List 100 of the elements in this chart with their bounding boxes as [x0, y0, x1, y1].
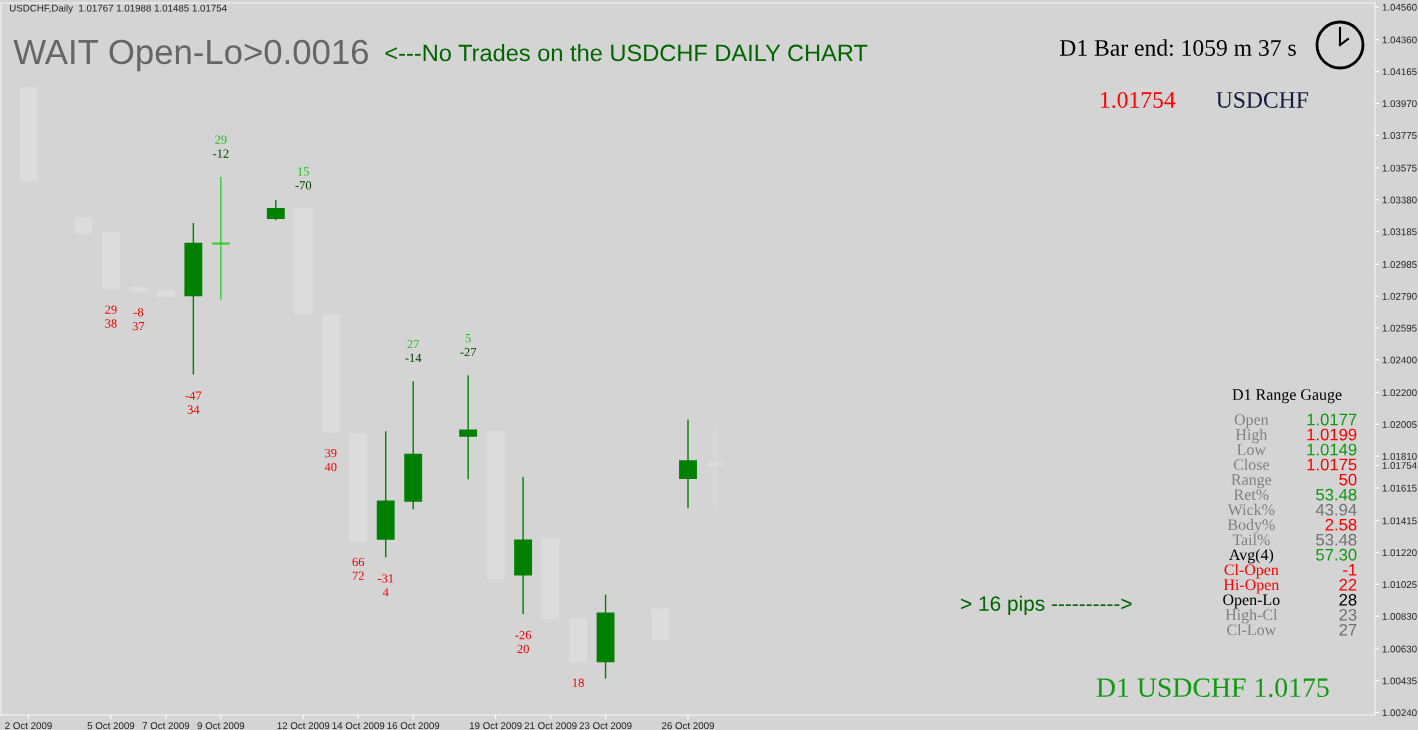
annotation: 23	[1339, 608, 1357, 621]
annotation: -12	[212, 149, 229, 158]
y-tick-label: 1.02595	[1382, 324, 1417, 332]
annotation: Low	[1237, 444, 1266, 455]
annotation: Range	[1231, 474, 1272, 489]
annotation: -31	[377, 574, 394, 583]
annotation: 1.0175	[1307, 458, 1357, 471]
y-tick-label: 1.00240	[1382, 709, 1417, 717]
annotation: Hi-Open	[1223, 579, 1280, 594]
annotation: USDCHF	[1216, 92, 1309, 108]
annotation: 28	[1339, 593, 1357, 606]
x-tick-label: 12 Oct 2009	[277, 722, 330, 730]
annotation: -70	[295, 181, 312, 190]
y-tick-label: 1.02200	[1382, 389, 1417, 397]
annotation: 15	[298, 167, 310, 176]
annotation: 4	[382, 588, 389, 597]
x-tick-label: 9 Oct 2009	[197, 722, 245, 730]
annotation: D1 Range Gauge	[1232, 389, 1342, 404]
y-tick-label: 1.01810	[1382, 452, 1417, 460]
annotation: 57.30	[1316, 548, 1357, 561]
annotation: Close	[1233, 458, 1269, 471]
annotation: -8	[133, 307, 144, 317]
annotation: 2.58	[1325, 518, 1357, 531]
x-tick-label: 19 Oct 2009	[469, 722, 522, 730]
y-tick-label: 1.03380	[1382, 196, 1417, 204]
annotation: 66	[352, 557, 365, 567]
x-tick-label: 14 Oct 2009	[332, 722, 385, 730]
annotation: 34	[187, 405, 200, 414]
y-tick-label: 1.03185	[1382, 228, 1417, 236]
annotation: Open-Lo	[1223, 594, 1280, 609]
annotation: 27	[407, 339, 420, 349]
y-tick-label: 1.00435	[1382, 677, 1417, 685]
annotation: 1.0177	[1307, 413, 1357, 426]
candlestick	[211, 176, 230, 301]
x-tick-label: 7 Oct 2009	[142, 722, 190, 730]
candlestick	[266, 199, 285, 221]
annotation: 1.0199	[1307, 428, 1357, 441]
annotation: 50	[1339, 473, 1357, 486]
annotation: 29	[105, 305, 117, 314]
annotation: Cl-Open	[1224, 563, 1279, 579]
y-tick-label: 1.01025	[1382, 581, 1417, 588]
annotation: -14	[405, 353, 422, 362]
annotation: 18	[572, 678, 584, 687]
y-tick-label: 1.01754	[1382, 462, 1417, 469]
candlestick	[679, 418, 697, 509]
x-tick-label: 16 Oct 2009	[387, 722, 440, 730]
annotation: 43.94	[1315, 503, 1357, 516]
annotation: 1.0149	[1307, 443, 1357, 456]
y-tick-label: 1.03775	[1382, 132, 1417, 139]
annotation: -47	[185, 391, 202, 400]
annotation: Open	[1234, 414, 1269, 429]
y-tick-label: 1.02400	[1382, 356, 1417, 364]
y-tick-label: 1.04360	[1382, 36, 1417, 44]
y-tick-label: 1.02790	[1382, 292, 1417, 300]
annotation: 20	[517, 644, 529, 654]
annotation: 27	[1339, 623, 1357, 636]
annotation: 5	[465, 334, 471, 343]
annotation: Wick%	[1227, 503, 1275, 516]
x-tick-label: 21 Oct 2009	[524, 722, 577, 730]
annotation: 1.01754	[1101, 91, 1176, 108]
y-tick-label: 1.01415	[1382, 517, 1417, 525]
x-tick-label: 23 Oct 2009	[579, 722, 632, 730]
annotation: 29	[215, 135, 227, 144]
annotation: 39	[325, 448, 337, 458]
y-tick-label: 1.03575	[1382, 164, 1417, 172]
y-tick-label: 1.02985	[1382, 261, 1417, 268]
annotation: -26	[515, 630, 532, 640]
x-tick-label: 5 Oct 2009	[87, 722, 135, 730]
y-tick-label: 1.00830	[1382, 612, 1417, 620]
annotation: -1	[1343, 564, 1357, 576]
annotation: 72	[352, 571, 364, 580]
annotation: Cl-Low	[1227, 624, 1277, 636]
annotation: Body%	[1227, 518, 1275, 534]
annotation: <---No Trades on the USDCHF DAILY CHART	[385, 43, 868, 62]
candlestick	[459, 374, 478, 481]
y-tick-label: 1.01220	[1382, 549, 1417, 557]
annotation: 22	[1339, 578, 1357, 591]
annotation: High-Cl	[1225, 608, 1278, 624]
y-tick-label: 1.01615	[1382, 484, 1417, 492]
annotation: 38	[105, 319, 117, 328]
chart-title: USDCHF,Daily 1.01767 1.01988 1.01485 1.01754	[9, 4, 227, 14]
annotation: > 16 pips ---------->	[961, 595, 1132, 616]
annotation: Tail%	[1232, 533, 1270, 546]
annotation: D1 USDCHF 1.0175	[1096, 678, 1329, 698]
annotation: D1 Bar end: 1059 m 37 s	[1059, 39, 1296, 57]
y-tick-label: 1.04560	[1382, 3, 1417, 11]
annotation: Ret%	[1234, 489, 1269, 501]
annotation: 40	[324, 462, 337, 472]
x-tick-label: 26 Oct 2009	[662, 722, 715, 730]
annotation: 53.48	[1316, 488, 1357, 501]
annotation: 37	[132, 321, 145, 331]
annotation: WAIT Open-Lo>0.0016	[13, 39, 368, 72]
annotation: Avg(4)	[1229, 548, 1274, 564]
annotation: High	[1235, 428, 1268, 444]
y-tick-label: 1.03970	[1382, 100, 1417, 108]
annotation: -27	[460, 347, 477, 357]
y-tick-label: 1.02005	[1382, 421, 1417, 428]
y-tick-label: 1.00630	[1382, 645, 1417, 653]
y-tick-label: 1.04165	[1382, 68, 1417, 76]
x-tick-label: 2 Oct 2009	[5, 722, 52, 730]
